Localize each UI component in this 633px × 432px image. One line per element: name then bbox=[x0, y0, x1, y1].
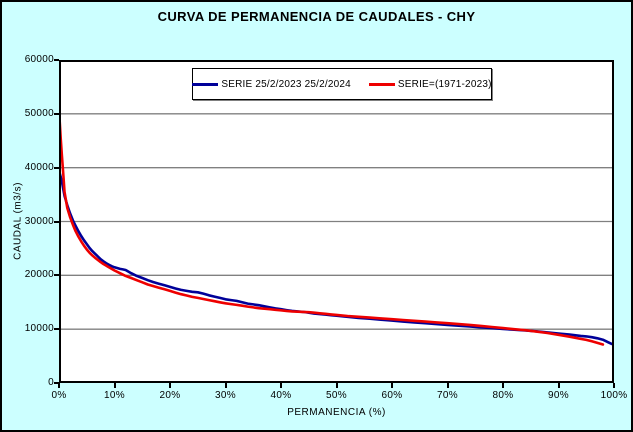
y-tick-mark bbox=[54, 382, 59, 384]
y-tick-mark bbox=[54, 328, 59, 331]
x-tick-label-100%: 100% bbox=[600, 390, 628, 401]
plot-area bbox=[59, 60, 614, 383]
y-tick-mark bbox=[54, 274, 59, 277]
legend-item-serie-2023-2024: SERIE 25/2/2023 25/2/2024 bbox=[192, 79, 351, 90]
x-tick-label-60%: 60% bbox=[381, 390, 403, 401]
y-tick-label-30000: 30000 bbox=[24, 215, 54, 227]
y-tick-label-40000: 40000 bbox=[24, 161, 54, 173]
legend-item-serie-1971-2023: SERIE=(1971-2023) bbox=[368, 78, 492, 90]
plot-border bbox=[59, 60, 614, 383]
y-tick-label-0: 0 bbox=[48, 377, 54, 388]
y-tick-mark bbox=[54, 59, 59, 61]
x-tick-label-80%: 80% bbox=[492, 390, 514, 401]
series-line-1 bbox=[59, 108, 605, 346]
x-tick-mark bbox=[224, 383, 227, 388]
y-tick-label-50000: 50000 bbox=[24, 107, 54, 119]
y-tick-mark bbox=[54, 220, 59, 223]
y-tick-label-20000: 20000 bbox=[24, 269, 54, 281]
legend-label-serie-2023-2024: SERIE 25/2/2023 25/2/2024 bbox=[221, 78, 351, 90]
legend-line-red bbox=[368, 82, 395, 86]
y-axis-title: CAUDAL (m3/s) bbox=[12, 182, 24, 260]
x-tick-mark bbox=[169, 383, 171, 388]
x-tick-label-0%: 0% bbox=[51, 390, 67, 401]
x-tick-mark bbox=[391, 383, 393, 388]
x-tick-label-70%: 70% bbox=[437, 390, 458, 401]
x-tick-mark bbox=[280, 383, 282, 388]
x-tick-label-90%: 90% bbox=[548, 390, 569, 401]
legend-label-serie-1971-2023: SERIE=(1971-2023) bbox=[397, 78, 492, 90]
x-tick-mark bbox=[58, 383, 60, 388]
y-tick-mark bbox=[54, 112, 59, 115]
x-tick-label-30%: 30% bbox=[215, 390, 236, 401]
legend-line-navy bbox=[192, 82, 219, 86]
x-tick-mark bbox=[335, 383, 338, 388]
x-tick-mark bbox=[446, 383, 449, 388]
y-tick-label-10000: 10000 bbox=[24, 323, 54, 335]
y-tick-label-60000: 60000 bbox=[24, 54, 54, 65]
x-tick-label-50%: 50% bbox=[326, 390, 347, 401]
x-tick-label-40%: 40% bbox=[270, 390, 292, 401]
x-tick-mark bbox=[557, 383, 560, 388]
y-tick-mark bbox=[54, 166, 59, 169]
x-tick-label-20%: 20% bbox=[159, 390, 181, 401]
chart-title: CURVA DE PERMANENCIA DE CAUDALES - CHY bbox=[157, 9, 476, 24]
x-tick-mark bbox=[113, 383, 116, 388]
x-tick-mark bbox=[502, 383, 504, 388]
legend: SERIE 25/2/2023 25/2/2024 SERIE=(1971-20… bbox=[192, 68, 492, 100]
x-axis-title: PERMANENCIA (%) bbox=[287, 407, 386, 418]
x-tick-mark bbox=[613, 383, 615, 388]
x-tick-label-10%: 10% bbox=[104, 390, 125, 401]
